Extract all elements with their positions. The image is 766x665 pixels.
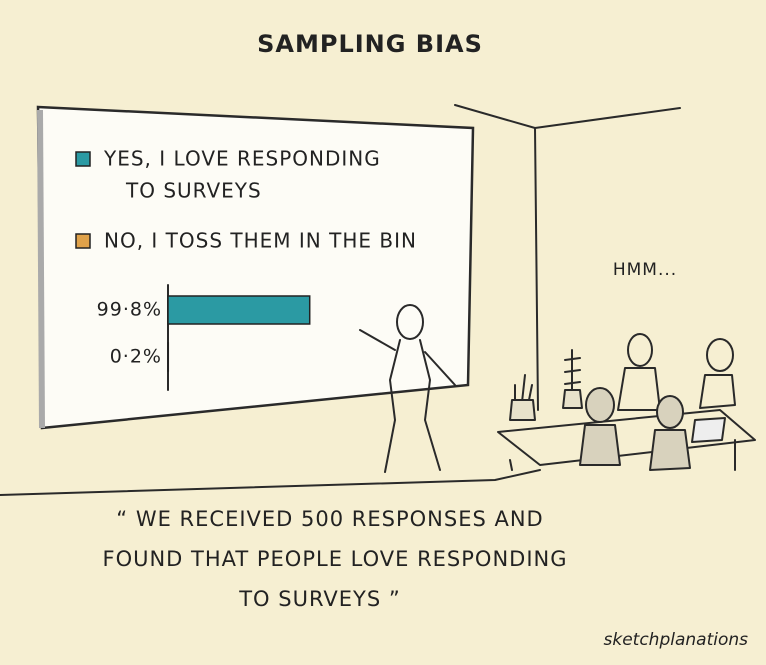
bar-value-label: 99·8% (97, 299, 162, 321)
quote: “ WE RECEIVED 500 RESPONSES AND FOUND THA… (102, 507, 567, 611)
bar (167, 295, 311, 325)
presenter (359, 304, 456, 473)
legend-label: TO SURVEYS (125, 179, 262, 203)
credit: sketchplanations (604, 630, 749, 650)
room (0, 104, 681, 496)
bar-value-label: 0·2% (110, 346, 162, 368)
legend-swatch (75, 233, 91, 249)
legend-swatch (75, 151, 91, 167)
quote-line: TO SURVEYS ” (238, 587, 401, 611)
audience (497, 333, 756, 471)
title: SAMPLING BIAS (257, 30, 483, 58)
legend-label: NO, I TOSS THEM IN THE BIN (104, 229, 417, 253)
quote-line: FOUND THAT PEOPLE LOVE RESPONDING (102, 547, 567, 571)
speech: HMM... (613, 260, 677, 280)
quote-line: “ WE RECEIVED 500 RESPONSES AND (116, 507, 543, 531)
whiteboard-edge (37, 109, 45, 429)
legend-label: YES, I LOVE RESPONDING (103, 147, 381, 171)
board-content: YES, I LOVE RESPONDING TO SURVEYS NO, I TO… (75, 147, 417, 372)
